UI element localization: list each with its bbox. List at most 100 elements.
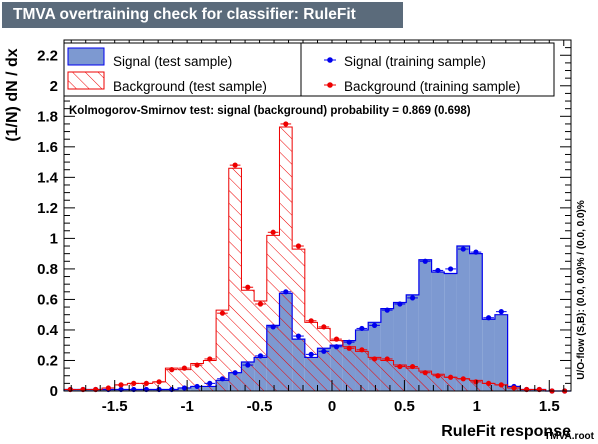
x-tick-label: 0 [328,398,336,415]
legend-box-right [300,42,555,97]
signal-bar [482,319,495,391]
background-bar [190,363,204,391]
background-training-point [308,318,314,324]
signal-training-point [384,307,390,313]
background-training-point [409,363,416,370]
signal-bar [444,273,457,391]
background-training-point [207,356,213,362]
background-training-point [498,382,504,388]
signal-bar [469,253,483,391]
histogram-bars [63,126,571,392]
background-bar [228,168,242,391]
signal-training-point [397,301,403,307]
background-training-point [486,380,492,386]
signal-training-point [232,370,238,376]
background-training-point [257,301,264,307]
signal-bar [494,314,508,391]
signal-bar [456,246,470,391]
signal-training-point [486,315,492,321]
legend-signal-swatch [67,47,105,66]
y-tick-label: 2.2 [37,47,58,64]
signal-training-point [359,325,365,332]
background-training-point [435,373,441,379]
legend-label: Background (training sample) [344,79,520,94]
background-training-point [105,385,111,391]
background-training-point [169,367,175,373]
x-tick-label: -0.5 [247,398,273,415]
signal-bar [431,271,445,391]
x-tick-label: 1 [473,398,481,415]
file-name: TMVA.root [544,431,594,442]
background-bar [241,290,255,391]
signal-training-point [473,249,479,255]
x-axis-label: RuleFit response [441,423,571,440]
signal-training-point [460,246,466,252]
background-training-point [118,382,124,388]
signal-training-point [283,289,289,295]
background-training-point [181,365,188,371]
signal-training-point [371,322,378,328]
background-bar [330,340,343,391]
background-training-point [232,162,238,168]
signal-training-point [194,383,200,390]
training-markers [65,121,570,394]
background-bar [152,381,166,391]
legend-marker-dot [327,82,333,88]
y-tick-label: 1 [50,230,58,247]
background-bar [355,351,369,391]
y-tick-label: 0.6 [37,291,58,308]
signal-training-point [245,362,251,368]
background-bar [317,328,331,391]
signal-training-point [219,376,226,382]
background-training-point [219,310,226,316]
signal-training-point [422,258,428,264]
background-bar [368,357,381,391]
signal-training-point [257,353,264,359]
y-axis-label: (1/N) dN / dx [4,48,21,141]
y-tick-label: 0.2 [37,352,58,369]
legend-label: Background (test sample) [113,79,267,94]
background-training-point [156,379,162,385]
signal-training-point [346,339,352,345]
background-bar [342,346,356,391]
background-bar [216,310,229,391]
y-tick-label: 1.4 [37,169,59,186]
background-bar [482,383,495,391]
signal-training-point [435,267,441,274]
y-tick-label: 0.8 [37,261,58,278]
overflow-label: U/O-flow (S,B): (0.0, 0.0)% / (0.0, 0.0)… [576,200,587,380]
x-tick-label: -1.5 [102,398,128,415]
background-bar [431,374,445,391]
signal-training-point [181,385,188,391]
signal-training-point [308,351,314,357]
background-training-point [131,380,137,386]
signal-training-point [295,333,302,339]
background-bar [469,380,483,391]
background-training-point [371,356,378,362]
background-bar [266,235,280,391]
signal-training-point [498,309,504,315]
background-training-point [384,356,390,362]
y-tick-label: 1.6 [37,139,58,156]
axes: -1.5 -1 -0.5 0 0.5 1 1.5 0 0.2 0.4 0.6 0.8 1 1.2 1.4 1.… [37,39,572,415]
legend: Signal (test sample) Signal (training sam… [63,42,555,97]
background-training-point [359,347,365,353]
legend-label: Signal (training sample) [344,54,486,69]
y-tick-label: 1.8 [37,108,58,125]
background-bar [292,249,305,391]
signal-training-point [409,295,416,301]
x-tick-label: 1.5 [539,398,560,415]
background-bar [456,378,470,391]
background-bar [418,371,432,391]
background-training-point [447,374,454,380]
background-bar [279,126,293,392]
background-bar [254,300,267,391]
background-training-point [194,362,200,368]
background-bar [494,384,508,391]
background-training-point [460,376,466,382]
background-bar [380,360,394,391]
background-training-point [245,284,251,290]
background-training-point [397,363,403,370]
signal-training-point [270,324,276,330]
